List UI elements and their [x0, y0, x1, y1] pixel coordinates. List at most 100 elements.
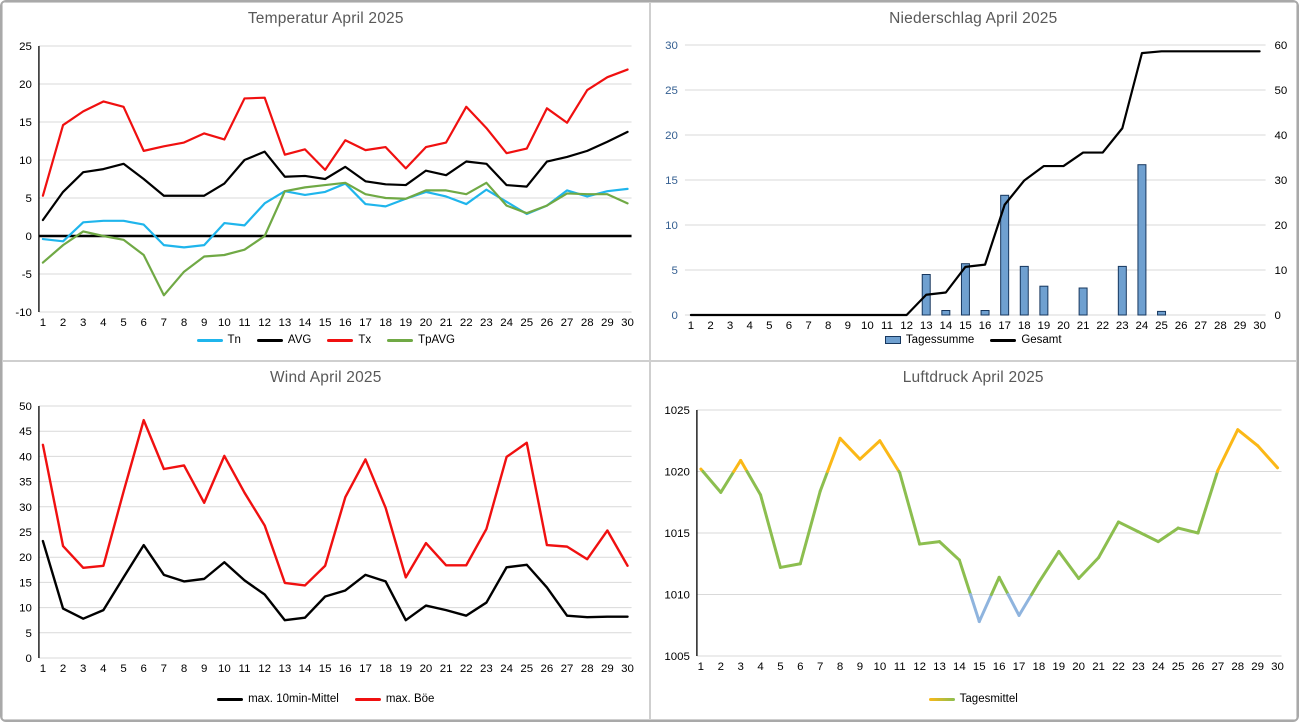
x-tick-label: 27 — [1194, 320, 1207, 332]
legend-item: Tagesmittel — [928, 693, 1018, 705]
x-tick-label: 12 — [258, 663, 271, 675]
y-tick-label: 1025 — [664, 405, 689, 417]
y-tick-label: 15 — [19, 577, 32, 589]
x-tick-label: 25 — [1171, 661, 1184, 673]
x-tick-label: 23 — [1115, 320, 1128, 332]
tagesmittel-line-segment — [700, 470, 722, 494]
chart-title-wind: Wind April 2025 — [269, 369, 382, 386]
y-right-tick-label: 30 — [1274, 175, 1287, 187]
series-line-tpavg — [41, 181, 629, 297]
x-tick-label: 14 — [299, 317, 312, 329]
legend-line-swatch-icon — [990, 338, 1017, 342]
tagesmittel-line-segment — [1056, 549, 1080, 581]
x-tick-label: 10 — [861, 320, 874, 332]
y-tick-label: 0 — [26, 653, 32, 665]
x-tick-label: 19 — [399, 663, 412, 675]
y-right-tick-label: 60 — [1274, 40, 1287, 52]
x-tick-label: 9 — [201, 317, 207, 329]
x-tick-label: 7 — [817, 661, 823, 673]
tagesmittel-line-segment — [937, 540, 961, 562]
x-tick-label: 22 — [460, 663, 473, 675]
x-tick-label: 26 — [1191, 661, 1204, 673]
x-tick-label: 20 — [420, 663, 433, 675]
x-tick-label: 20 — [1072, 661, 1085, 673]
x-tick-label: 28 — [581, 317, 594, 329]
tagesmittel-line-segment — [798, 489, 822, 566]
tagessumme-bar — [1156, 310, 1166, 316]
tagessumme-bar — [1117, 265, 1127, 316]
x-tick-label: 26 — [541, 663, 554, 675]
x-tick-label: 2 — [717, 661, 723, 673]
series-line-tx — [41, 68, 629, 197]
x-tick-label: 6 — [141, 663, 147, 675]
tagesmittel-line-segment — [897, 471, 921, 546]
tagesmittel-line-segment — [778, 562, 802, 569]
x-tick-label: 4 — [757, 661, 764, 673]
x-tick-label: 11 — [239, 317, 251, 329]
x-tick-label: 13 — [933, 661, 946, 673]
x-tick-label: 12 — [258, 317, 271, 329]
niederschlag-legend: Tagessumme Gesamt — [651, 332, 1297, 360]
x-tick-label: 11 — [893, 661, 905, 673]
x-tick-label: 14 — [299, 663, 312, 675]
x-tick-label: 5 — [777, 661, 783, 673]
x-tick-label: 29 — [601, 317, 614, 329]
x-tick-label: 10 — [218, 317, 231, 329]
x-tick-label: 4 — [100, 317, 107, 329]
legend-label: Tagessumme — [905, 334, 975, 346]
legend-item: max. Böe — [354, 693, 434, 705]
tagesmittel-line-segment — [825, 436, 842, 473]
panel-niederschlag: Niederschlag April 2025 0 5 10 15 20 25 30 0 10 2… — [649, 2, 1297, 361]
x-tick-label: 28 — [1213, 320, 1226, 332]
x-tick-label: 11 — [881, 320, 893, 332]
tagessumme-bar — [999, 194, 1009, 316]
x-tick-label: 24 — [500, 317, 513, 329]
x-tick-label: 17 — [1012, 661, 1025, 673]
x-tick-label: 7 — [161, 317, 167, 329]
x-tick-label: 29 — [1233, 320, 1246, 332]
x-tick-label: 4 — [746, 320, 753, 332]
x-tick-label: 13 — [278, 317, 291, 329]
legend-line-swatch-icon — [387, 338, 414, 342]
tagesmittel-line-segment — [917, 540, 941, 546]
x-tick-label: 15 — [319, 317, 332, 329]
x-tick-label: 24 — [1135, 320, 1148, 332]
legend-line-swatch-icon — [928, 697, 955, 701]
x-tick-label: 28 — [581, 663, 594, 675]
y-right-tick-label: 40 — [1274, 130, 1287, 142]
tagesmittel-line-segment — [738, 458, 749, 473]
x-tick-label: 30 — [1253, 320, 1266, 332]
tagesmittel-line-segment — [957, 558, 972, 596]
x-tick-label: 24 — [500, 663, 513, 675]
y-tick-label: 10 — [19, 155, 32, 167]
x-tick-label: 22 — [460, 317, 473, 329]
tagesmittel-line-segment — [1116, 520, 1140, 534]
x-tick-label: 4 — [100, 663, 107, 675]
x-tick-label: 2 — [60, 663, 66, 675]
tagesmittel-line-segment — [838, 436, 861, 461]
x-tick-label: 7 — [805, 320, 811, 332]
legend-line-swatch-icon — [256, 338, 283, 342]
x-tick-label: 16 — [339, 317, 352, 329]
y-tick-label: 20 — [19, 552, 32, 564]
legend-line-swatch-icon — [196, 338, 223, 342]
x-tick-label: 6 — [141, 317, 147, 329]
y-right-tick-label: 10 — [1274, 265, 1287, 277]
x-tick-label: 5 — [120, 663, 126, 675]
x-tick-label: 17 — [359, 317, 372, 329]
tagesmittel-line-segment — [745, 470, 762, 497]
tagesmittel-line-segment — [1176, 526, 1200, 535]
y-tick-label: 1005 — [664, 651, 689, 663]
tagesmittel-line-segment — [1235, 428, 1259, 448]
tagessumme-bar — [980, 310, 990, 316]
x-tick-label: 25 — [520, 663, 533, 675]
legend-label: Gesamt — [1021, 334, 1062, 346]
x-tick-label: 27 — [561, 317, 574, 329]
x-tick-label: 18 — [379, 317, 392, 329]
x-tick-label: 2 — [60, 317, 66, 329]
y-tick-label: 1020 — [664, 466, 689, 478]
x-tick-label: 26 — [541, 317, 554, 329]
legend-item: Gesamt — [990, 334, 1062, 346]
